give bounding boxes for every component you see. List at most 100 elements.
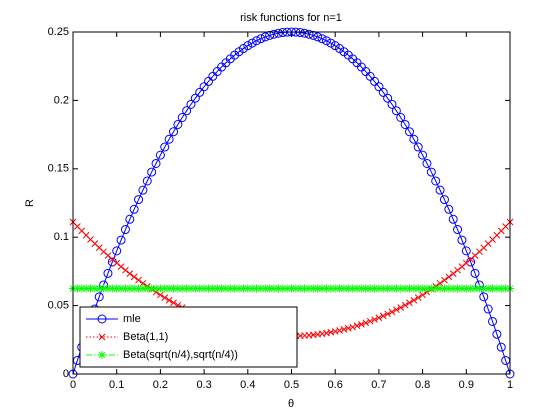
marker [383,93,393,103]
marker [260,32,270,42]
marker [199,82,209,92]
marker [129,204,139,214]
marker [483,304,493,314]
marker [121,284,130,293]
marker [426,167,436,177]
marker [387,99,397,109]
marker [90,284,99,293]
marker [73,284,82,293]
marker [339,284,348,293]
marker [77,284,86,293]
series [69,284,514,293]
legend-label: Beta(sqrt(n/4),sqrt(n/4)) [123,349,238,361]
marker [479,292,489,302]
marker [388,284,397,293]
marker [160,284,169,293]
marker [457,284,466,293]
marker [496,342,506,352]
marker [190,93,200,103]
marker [230,284,239,293]
marker [151,158,161,168]
legend-marker [98,333,106,341]
marker [418,150,428,160]
marker [371,316,378,323]
marker [479,284,488,293]
marker [462,284,471,293]
marker [103,284,112,293]
marker [379,284,388,293]
x-tick-label: 0.5 [284,379,299,391]
marker [388,308,396,316]
marker [391,106,401,116]
marker [239,284,248,293]
x-tick-label: 0.2 [153,379,168,391]
marker [235,284,244,293]
axes-box [72,31,511,375]
marker [492,329,502,339]
x-axis-label: θ [288,398,294,410]
marker [169,127,179,137]
marker [331,284,340,293]
marker [120,225,130,235]
marker [308,30,318,40]
y-axis-label: R [24,199,36,207]
marker [444,204,454,214]
marker [116,235,126,245]
marker [278,28,288,38]
marker [449,270,457,277]
y-tick-label: 0.1 [54,231,69,243]
marker [278,284,287,293]
marker [410,296,418,304]
marker [379,312,387,320]
marker [103,268,113,278]
x-tick-label: 0 [70,379,76,391]
marker [326,38,336,48]
marker [126,270,134,277]
marker [393,306,400,314]
marker [165,296,173,304]
marker [326,284,335,293]
marker [195,284,204,293]
marker [94,292,104,302]
marker [361,284,370,293]
marker [270,284,279,293]
marker [248,284,257,293]
marker [130,273,138,281]
marker [186,284,195,293]
marker [283,284,292,293]
marker [173,284,182,293]
marker [466,284,475,293]
marker [370,76,380,86]
marker [95,284,104,293]
marker [304,29,314,39]
marker [169,284,178,293]
marker [164,134,174,144]
marker [501,284,510,293]
marker [366,317,374,325]
marker [397,304,405,311]
marker [155,150,165,160]
marker [405,284,414,293]
marker [439,195,449,205]
marker [160,142,170,152]
marker [475,284,484,293]
marker [265,284,274,293]
marker [418,284,427,293]
marker [134,195,144,205]
marker [134,284,143,293]
marker [157,291,164,299]
marker [419,291,426,299]
marker [296,284,305,293]
marker [217,284,226,293]
marker [182,284,191,293]
marker [448,214,458,224]
marker [122,266,129,274]
x-tick-label: 0.3 [196,379,211,391]
marker [161,294,169,302]
marker [200,284,209,293]
marker [130,284,139,293]
marker [243,284,252,293]
marker [384,310,391,318]
marker [436,279,444,287]
